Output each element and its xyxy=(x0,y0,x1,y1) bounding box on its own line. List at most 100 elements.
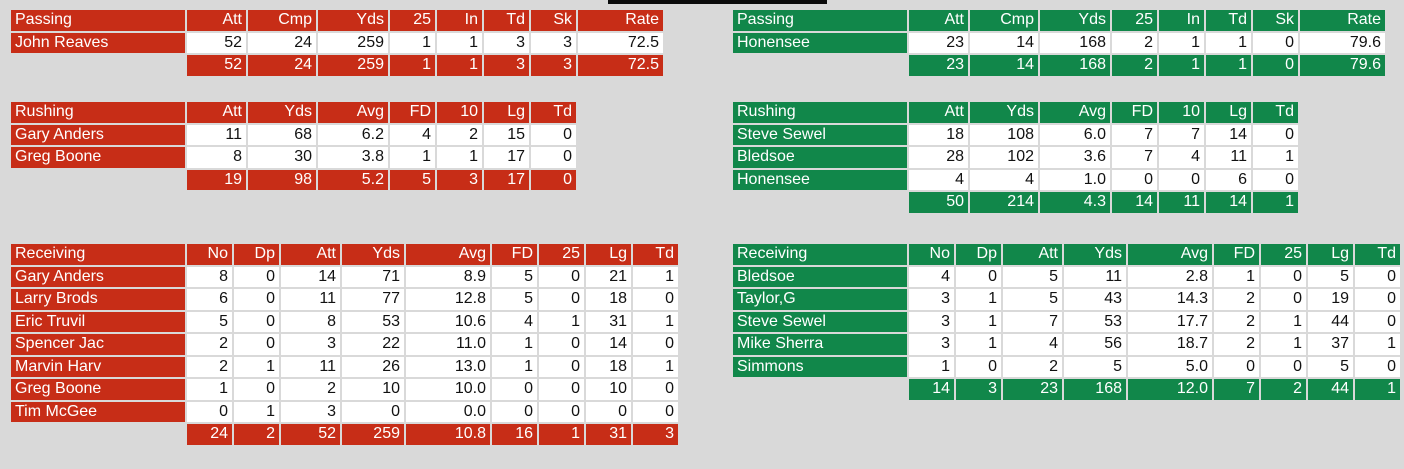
stat-cell: 4 xyxy=(1159,147,1204,168)
stat-cell: 14 xyxy=(1206,124,1251,145)
column-header: Cmp xyxy=(970,10,1038,31)
table-row: Steve Sewel 3 1 7 53 17.7 2 1 44 0 xyxy=(733,311,1400,332)
total-cell: 1 xyxy=(539,424,584,445)
header-row: Passing Att Cmp Yds 25 In Td Sk Rate xyxy=(11,10,663,31)
column-header: 25 xyxy=(1112,10,1157,31)
column-header: FD xyxy=(492,244,537,265)
stat-cell: 10.6 xyxy=(406,311,490,332)
stat-cell: 1 xyxy=(187,379,232,400)
total-cell: 16 xyxy=(492,424,537,445)
stat-cell: 1 xyxy=(390,147,435,168)
table-row: Gary Anders 11 68 6.2 4 2 15 0 xyxy=(11,124,576,145)
stat-cell: 1.0 xyxy=(1040,169,1110,190)
stat-cell: 0 xyxy=(1159,169,1204,190)
stat-cell: 102 xyxy=(970,147,1038,168)
total-cell: 23 xyxy=(1003,379,1062,400)
total-cell: 1 xyxy=(1253,192,1298,213)
stat-cell: 0 xyxy=(1355,311,1400,332)
stat-cell: 1 xyxy=(1206,32,1251,53)
column-header: Td xyxy=(1355,244,1400,265)
stat-cell: 5 xyxy=(492,289,537,310)
stat-cell: 43 xyxy=(1064,289,1126,310)
column-header: Att xyxy=(909,10,968,31)
stat-cell: 6 xyxy=(1206,169,1251,190)
stat-cell: 1 xyxy=(909,356,954,377)
totals-row: 52 24 259 1 1 3 3 72.5 xyxy=(11,55,663,76)
section-title: Receiving xyxy=(733,244,907,265)
stat-cell: 18.7 xyxy=(1128,334,1212,355)
section-title: Passing xyxy=(733,10,907,31)
column-header: 25 xyxy=(1261,244,1306,265)
stat-cell: 1 xyxy=(492,356,537,377)
stat-cell: 0 xyxy=(492,401,537,422)
stat-cell: 11 xyxy=(281,289,340,310)
stat-cell: 0 xyxy=(1355,289,1400,310)
column-header: Lg xyxy=(1308,244,1353,265)
stat-cell: 3 xyxy=(281,334,340,355)
total-cell: 1 xyxy=(1159,55,1204,76)
table-row: Simmons 1 0 2 5 5.0 0 0 5 0 xyxy=(733,356,1400,377)
totals-spacer xyxy=(733,55,907,76)
column-header: Avg xyxy=(318,102,388,123)
total-cell: 31 xyxy=(586,424,631,445)
column-header: Td xyxy=(1253,102,1298,123)
stat-cell: 5 xyxy=(187,311,232,332)
column-header: Avg xyxy=(1128,244,1212,265)
stat-cell: 1 xyxy=(437,32,482,53)
stat-cell: 1 xyxy=(956,289,1001,310)
stat-cell: 1 xyxy=(1261,334,1306,355)
total-cell: 214 xyxy=(970,192,1038,213)
column-header: Yds xyxy=(970,102,1038,123)
column-header: Lg xyxy=(586,244,631,265)
stat-cell: 14 xyxy=(281,266,340,287)
totals-row: 50 214 4.3 14 11 14 1 xyxy=(733,192,1298,213)
stat-cell: 3 xyxy=(909,311,954,332)
column-header: 10 xyxy=(1159,102,1204,123)
table-row: Steve Sewel 18 108 6.0 7 7 14 0 xyxy=(733,124,1298,145)
header-row: Rushing Att Yds Avg FD 10 Lg Td xyxy=(733,102,1298,123)
stat-cell: 108 xyxy=(970,124,1038,145)
stat-cell: 15 xyxy=(484,124,529,145)
stat-cell: 24 xyxy=(248,32,316,53)
stat-cell: 3 xyxy=(484,32,529,53)
total-cell: 3 xyxy=(956,379,1001,400)
column-header: 25 xyxy=(539,244,584,265)
column-header: Lg xyxy=(1206,102,1251,123)
total-cell: 72.5 xyxy=(578,55,663,76)
stat-cell: 2 xyxy=(187,356,232,377)
stat-cell: 2.8 xyxy=(1128,266,1212,287)
stat-cell: 44 xyxy=(1308,311,1353,332)
stat-cell: 3 xyxy=(909,289,954,310)
stat-cell: 168 xyxy=(1040,32,1110,53)
stat-cell: 8 xyxy=(187,266,232,287)
away-rushing-table: Rushing Att Yds Avg FD 10 Lg Td Gary Anders 11 68 6… xyxy=(9,100,578,192)
total-cell: 79.6 xyxy=(1300,55,1385,76)
stat-cell: 1 xyxy=(390,32,435,53)
player-name: Spencer Jac xyxy=(11,334,185,355)
player-name: Bledsoe xyxy=(733,147,907,168)
player-name: Steve Sewel xyxy=(733,311,907,332)
header-row: Rushing Att Yds Avg FD 10 Lg Td xyxy=(11,102,576,123)
stat-cell: 10.0 xyxy=(406,379,490,400)
stat-cell: 0 xyxy=(1253,169,1298,190)
stat-cell: 11 xyxy=(1064,266,1126,287)
total-cell: 52 xyxy=(187,55,246,76)
header-row: Passing Att Cmp Yds 25 In Td Sk Rate xyxy=(733,10,1385,31)
stat-cell: 8.9 xyxy=(406,266,490,287)
total-cell: 1 xyxy=(1206,55,1251,76)
stat-cell: 1 xyxy=(234,401,279,422)
total-cell: 1 xyxy=(1355,379,1400,400)
column-header: In xyxy=(437,10,482,31)
stat-cell: 1 xyxy=(539,311,584,332)
stat-cell: 17.7 xyxy=(1128,311,1212,332)
column-header: No xyxy=(909,244,954,265)
player-name: Greg Boone xyxy=(11,379,185,400)
stat-cell: 3.8 xyxy=(318,147,388,168)
stat-cell: 1 xyxy=(1253,147,1298,168)
stat-cell: 0 xyxy=(633,334,678,355)
total-cell: 5.2 xyxy=(318,169,388,190)
home-rushing-table: Rushing Att Yds Avg FD 10 Lg Td Steve Sewel 18 108… xyxy=(731,100,1300,215)
player-name: Honensee xyxy=(733,32,907,53)
stat-cell: 1 xyxy=(633,266,678,287)
stat-cell: 0 xyxy=(234,289,279,310)
